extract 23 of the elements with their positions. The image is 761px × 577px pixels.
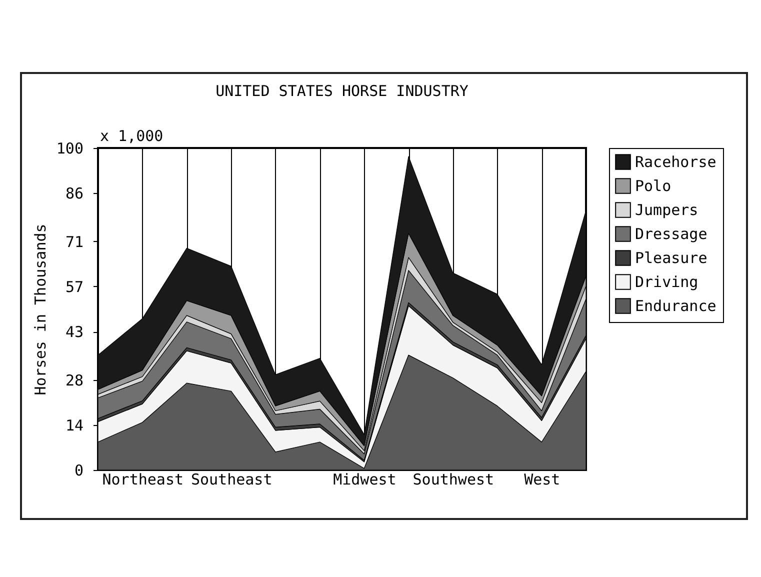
x-tick-label: Southwest (412, 470, 494, 488)
y-tick-label: 100 (56, 140, 84, 158)
x-tick-label: Southeast (190, 470, 272, 488)
y-tick-label: 0 (74, 462, 84, 480)
y-tick-label: 28 (65, 371, 84, 390)
legend-label: Dressage (635, 225, 708, 243)
x-tick-label: Midwest (333, 470, 396, 488)
y-tick-label: 71 (65, 232, 84, 251)
y-tick-label: 14 (65, 416, 84, 434)
y-tick-label: 57 (65, 278, 84, 296)
legend-label: Pleasure (635, 249, 708, 267)
legend-label: Racehorse (635, 153, 716, 171)
legend-label: Polo (635, 177, 672, 195)
y-tick-label: 43 (65, 323, 84, 342)
chart-title: UNITED STATES HORSE INDUSTRY (216, 82, 468, 100)
x-tick-label: West (524, 470, 560, 488)
legend-label: Jumpers (635, 201, 698, 219)
y-tick-label: 86 (65, 184, 84, 203)
x-tick-label: Northeast (102, 470, 184, 488)
legend-label: Driving (635, 273, 698, 291)
y-axis-title: Horses in Thousands (31, 224, 50, 396)
text: x 1,000 (100, 127, 164, 145)
legend-label: Endurance (635, 297, 716, 315)
